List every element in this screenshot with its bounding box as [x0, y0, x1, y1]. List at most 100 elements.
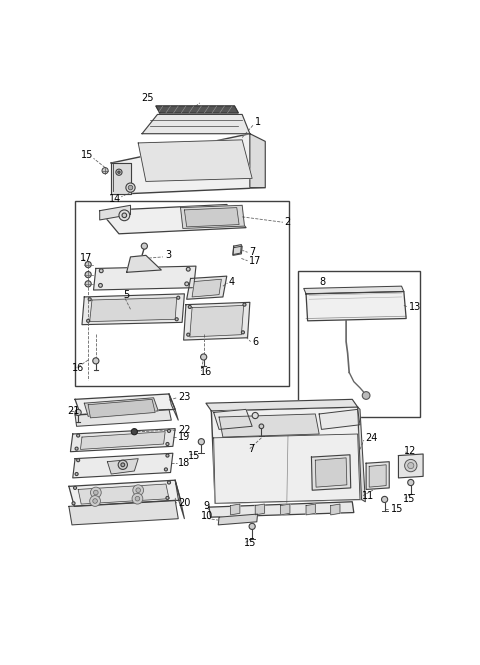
- Polygon shape: [75, 394, 175, 415]
- Circle shape: [119, 210, 130, 221]
- Text: 24: 24: [365, 433, 378, 443]
- Circle shape: [85, 271, 91, 278]
- Polygon shape: [315, 458, 347, 487]
- Circle shape: [98, 283, 102, 287]
- Circle shape: [132, 493, 143, 504]
- Text: 15: 15: [391, 505, 403, 515]
- Circle shape: [175, 318, 178, 321]
- Text: 5: 5: [123, 291, 129, 301]
- Polygon shape: [90, 298, 177, 322]
- Text: 15: 15: [188, 451, 201, 461]
- Text: 17: 17: [249, 256, 262, 266]
- Polygon shape: [81, 432, 165, 450]
- Polygon shape: [187, 276, 227, 299]
- Text: 13: 13: [409, 302, 421, 312]
- Polygon shape: [73, 454, 173, 478]
- Polygon shape: [111, 163, 131, 194]
- Circle shape: [135, 496, 140, 501]
- Polygon shape: [175, 480, 184, 519]
- Circle shape: [90, 487, 101, 498]
- Text: 15: 15: [244, 539, 256, 549]
- Circle shape: [168, 481, 170, 484]
- Circle shape: [85, 281, 91, 287]
- Text: 10: 10: [201, 511, 214, 521]
- Polygon shape: [190, 305, 244, 337]
- Text: 1: 1: [255, 117, 262, 127]
- Text: 15: 15: [81, 150, 94, 160]
- Polygon shape: [108, 459, 138, 474]
- Polygon shape: [184, 207, 239, 227]
- Polygon shape: [250, 134, 265, 188]
- Circle shape: [102, 168, 108, 174]
- Polygon shape: [71, 429, 175, 452]
- Text: 18: 18: [178, 458, 191, 468]
- Polygon shape: [304, 286, 404, 294]
- Circle shape: [362, 392, 370, 400]
- Circle shape: [90, 495, 100, 506]
- Circle shape: [85, 261, 91, 268]
- Polygon shape: [100, 205, 131, 220]
- Text: 20: 20: [178, 498, 191, 508]
- Polygon shape: [209, 502, 354, 517]
- Circle shape: [133, 485, 144, 495]
- Text: 16: 16: [72, 363, 84, 373]
- Polygon shape: [281, 504, 290, 515]
- Bar: [75, 201, 289, 386]
- Polygon shape: [69, 500, 178, 525]
- Polygon shape: [398, 454, 423, 478]
- Polygon shape: [211, 407, 361, 503]
- Polygon shape: [78, 484, 169, 504]
- Text: 21: 21: [67, 406, 80, 416]
- Text: 7: 7: [248, 444, 254, 454]
- Polygon shape: [214, 434, 360, 503]
- Text: 23: 23: [178, 392, 191, 402]
- Polygon shape: [75, 410, 171, 426]
- Circle shape: [408, 479, 414, 485]
- Polygon shape: [100, 205, 246, 234]
- Polygon shape: [319, 410, 360, 430]
- Circle shape: [243, 303, 246, 306]
- Circle shape: [187, 333, 190, 336]
- Circle shape: [88, 298, 91, 301]
- Text: 8: 8: [319, 277, 325, 287]
- Text: 6: 6: [252, 336, 258, 346]
- Circle shape: [382, 496, 388, 503]
- Polygon shape: [366, 462, 389, 489]
- Circle shape: [131, 429, 137, 435]
- Circle shape: [77, 459, 80, 462]
- Text: 19: 19: [178, 432, 191, 442]
- Polygon shape: [142, 114, 250, 134]
- Text: 16: 16: [200, 367, 212, 378]
- Circle shape: [405, 460, 417, 471]
- Polygon shape: [331, 504, 340, 515]
- Polygon shape: [192, 279, 221, 297]
- Circle shape: [166, 454, 169, 457]
- Circle shape: [128, 186, 133, 190]
- Polygon shape: [111, 134, 265, 194]
- Polygon shape: [82, 294, 184, 325]
- Circle shape: [177, 296, 180, 299]
- Circle shape: [126, 183, 135, 192]
- Polygon shape: [233, 245, 241, 255]
- Circle shape: [116, 169, 122, 176]
- Circle shape: [94, 490, 98, 495]
- Circle shape: [252, 412, 258, 418]
- Circle shape: [93, 358, 99, 364]
- Circle shape: [73, 486, 77, 489]
- Polygon shape: [369, 465, 386, 487]
- Polygon shape: [233, 246, 242, 255]
- Circle shape: [201, 354, 207, 360]
- Text: 4: 4: [229, 277, 235, 287]
- Circle shape: [118, 460, 127, 469]
- Polygon shape: [306, 291, 406, 321]
- Polygon shape: [138, 140, 252, 182]
- Circle shape: [249, 523, 255, 529]
- Circle shape: [241, 331, 244, 334]
- Text: 17: 17: [80, 253, 92, 263]
- Circle shape: [77, 434, 80, 437]
- Text: 2: 2: [285, 217, 291, 227]
- Text: 25: 25: [141, 92, 154, 102]
- Circle shape: [122, 213, 127, 217]
- Polygon shape: [156, 106, 238, 113]
- Polygon shape: [184, 303, 250, 340]
